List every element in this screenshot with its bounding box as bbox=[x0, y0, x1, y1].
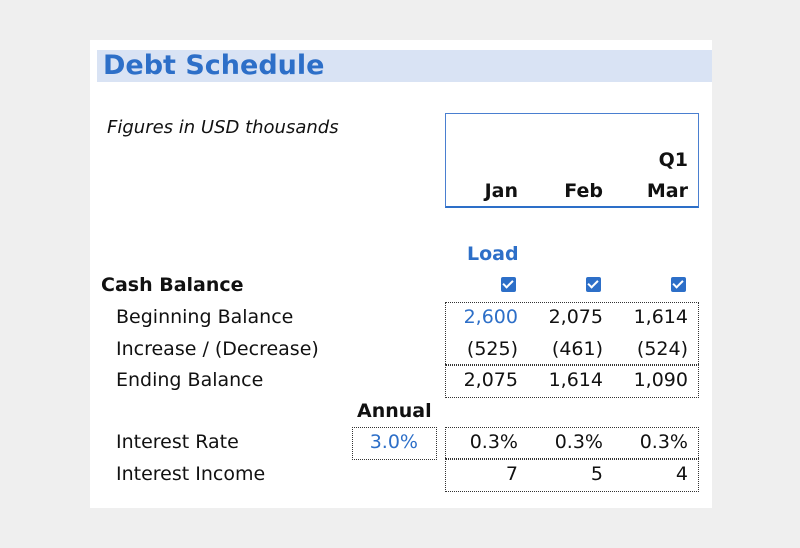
title: Debt Schedule bbox=[103, 50, 325, 81]
cell: 5 bbox=[590, 463, 603, 485]
row-label: Ending Balance bbox=[116, 369, 264, 391]
balance-box bbox=[445, 302, 699, 366]
title-bar bbox=[97, 50, 712, 82]
cell: 0.3% bbox=[469, 431, 518, 453]
cell: 2,600 bbox=[463, 306, 518, 328]
checkbox[interactable] bbox=[501, 277, 516, 292]
cell: (461) bbox=[551, 338, 603, 360]
cell: 1,614 bbox=[548, 369, 603, 391]
rate-box bbox=[445, 427, 699, 460]
quarter: Q1 bbox=[658, 149, 688, 171]
cell: 0.3% bbox=[554, 431, 603, 453]
note: Figures in USD thousands bbox=[107, 117, 339, 138]
annual-label: Annual bbox=[357, 400, 432, 422]
row-label: Interest Income bbox=[116, 463, 266, 485]
checkbox[interactable] bbox=[586, 277, 601, 292]
income-box bbox=[445, 458, 699, 492]
cell: 2,075 bbox=[548, 306, 603, 328]
month: Jan bbox=[484, 180, 518, 202]
ending-box bbox=[445, 364, 699, 398]
cell: 7 bbox=[505, 463, 518, 485]
cell: 0.3% bbox=[639, 431, 688, 453]
annual-rate[interactable]: 3.0% bbox=[369, 431, 418, 453]
cell: 1,614 bbox=[633, 306, 688, 328]
month: Mar bbox=[646, 180, 688, 202]
row-label: Interest Rate bbox=[116, 431, 239, 453]
section: Cash Balance bbox=[101, 274, 244, 296]
sheet bbox=[90, 40, 712, 508]
cell: (524) bbox=[636, 338, 688, 360]
month: Feb bbox=[564, 180, 603, 202]
cell: 2,075 bbox=[463, 369, 518, 391]
cell: 4 bbox=[675, 463, 688, 485]
row-label: Increase / (Decrease) bbox=[116, 338, 319, 360]
cell: 1,090 bbox=[633, 369, 688, 391]
header-box bbox=[445, 113, 699, 208]
row-label: Beginning Balance bbox=[116, 306, 294, 328]
checkbox[interactable] bbox=[671, 277, 686, 292]
cell: (525) bbox=[466, 338, 518, 360]
rate-input[interactable] bbox=[352, 427, 437, 460]
load: Load bbox=[467, 243, 519, 265]
